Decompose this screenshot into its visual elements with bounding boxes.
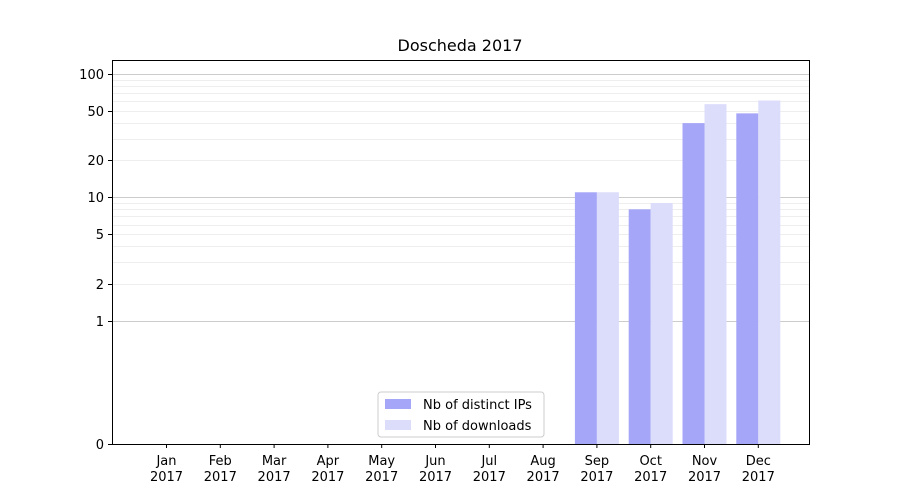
x-tick-label-year: 2017 bbox=[419, 470, 452, 485]
x-tick-label-year: 2017 bbox=[311, 470, 344, 485]
y-tick-label: 50 bbox=[87, 105, 104, 120]
y-tick-label: 100 bbox=[79, 68, 104, 83]
y-tick-label: 2 bbox=[96, 278, 104, 293]
x-tick-label-month: Nov bbox=[692, 454, 718, 469]
x-tick-label-month: Feb bbox=[209, 454, 232, 469]
bar-downloads bbox=[650, 203, 673, 444]
x-tick-label-month: Aug bbox=[530, 454, 555, 469]
bar-downloads bbox=[596, 192, 619, 444]
x-tick-label-year: 2017 bbox=[204, 470, 237, 485]
y-tick-label: 10 bbox=[87, 191, 104, 206]
bar-distinct-ips bbox=[574, 192, 597, 444]
chart-title: Doscheda 2017 bbox=[398, 36, 523, 55]
y-tick-label: 1 bbox=[96, 315, 104, 330]
y-tick-label: 20 bbox=[87, 154, 104, 169]
bars-layer bbox=[574, 100, 781, 445]
x-tick-label-year: 2017 bbox=[688, 470, 721, 485]
x-tick-label-month: Jun bbox=[424, 454, 445, 469]
x-tick-label-month: Oct bbox=[639, 454, 661, 469]
bar-distinct-ips bbox=[736, 113, 759, 445]
x-tick-label-year: 2017 bbox=[258, 470, 291, 485]
legend: Nb of distinct IPs Nb of downloads bbox=[377, 391, 545, 438]
bar-downloads bbox=[758, 100, 781, 444]
x-tick-label-month: Sep bbox=[585, 454, 610, 469]
y-axis: 0 1 2 5 10 20 50 100 bbox=[79, 68, 112, 453]
x-tick-label-month: Jan bbox=[155, 454, 176, 469]
x-tick-label-month: Apr bbox=[317, 454, 340, 469]
bar-distinct-ips bbox=[628, 209, 651, 444]
x-tick-label-year: 2017 bbox=[527, 470, 560, 485]
x-tick-label-year: 2017 bbox=[365, 470, 398, 485]
grid-layer bbox=[112, 74, 809, 322]
bar-distinct-ips bbox=[682, 123, 705, 444]
x-tick-label-year: 2017 bbox=[150, 470, 183, 485]
x-tick-label-year: 2017 bbox=[634, 470, 667, 485]
y-tick-label: 5 bbox=[96, 228, 104, 243]
x-tick-label-month: Jul bbox=[480, 454, 497, 469]
y-tick-label: 0 bbox=[96, 438, 104, 453]
legend-box bbox=[377, 391, 545, 438]
bar-downloads bbox=[704, 104, 727, 444]
legend-swatch-distinct-ips bbox=[385, 399, 411, 409]
x-tick-label-year: 2017 bbox=[473, 470, 506, 485]
x-tick-label-month: Dec bbox=[746, 454, 771, 469]
x-tick-label-month: May bbox=[368, 454, 395, 469]
plot-frame bbox=[112, 60, 810, 445]
legend-swatch-downloads bbox=[385, 420, 411, 430]
x-tick-label-year: 2017 bbox=[580, 470, 613, 485]
x-axis: Jan2017Feb2017Mar2017Apr2017May2017Jun20… bbox=[150, 444, 775, 485]
x-tick-label-year: 2017 bbox=[742, 470, 775, 485]
legend-label-distinct-ips: Nb of distinct IPs bbox=[423, 398, 532, 413]
x-tick-label-month: Mar bbox=[262, 454, 287, 469]
legend-label-downloads: Nb of downloads bbox=[423, 419, 532, 434]
